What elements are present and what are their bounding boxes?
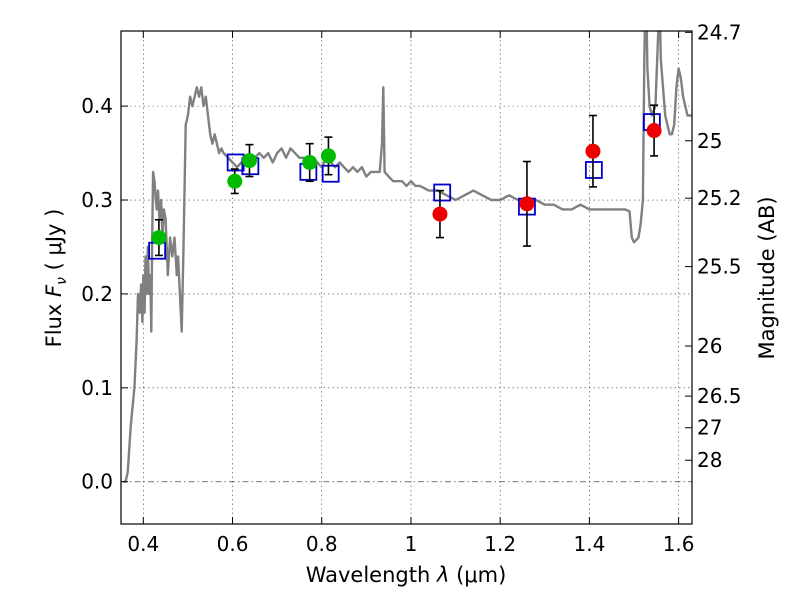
x-axis-label: Wavelength λ (μm) [306, 563, 507, 587]
optical-point [241, 153, 257, 169]
plot-frame [120, 30, 693, 525]
y-tick-label: 0.0 [81, 470, 113, 494]
magnitude-tick-label: 27 [697, 416, 722, 440]
template-sed [123, 31, 692, 483]
y2-axis-label: Magnitude (AB) [755, 196, 779, 359]
magnitude-tick-label: 26.5 [697, 384, 742, 408]
y-tick-label: 0.3 [81, 188, 113, 212]
magnitude-tick-label: 24.7 [697, 20, 742, 44]
model-point [321, 164, 340, 183]
y-tick-label: 0.4 [81, 94, 113, 118]
x-tick-label: 1 [405, 532, 418, 556]
model-point [584, 161, 603, 179]
nir-point [646, 123, 662, 139]
sed-line [123, 31, 692, 483]
x-tick-label: 1.4 [573, 532, 605, 556]
x-tick-label: 0.8 [306, 532, 338, 556]
optical-point [302, 154, 318, 170]
y-axis-label: Flux Fν ( μJy ) [42, 209, 70, 348]
magnitude-tick-label: 26 [697, 334, 722, 358]
y-tick-label: 0.2 [81, 282, 113, 306]
x-tick-label: 0.6 [217, 532, 249, 556]
x-tick-label: 1.6 [663, 532, 695, 556]
magnitude-axis-ticks: 24.7 25 25.2 25.5 26 26.5 27 28 [685, 20, 742, 472]
optical-point [320, 148, 336, 164]
magnitude-tick-label: 28 [697, 448, 722, 472]
grid [121, 31, 692, 524]
y-axis-ticks: 0.0 0.1 0.2 0.3 0.4 [81, 94, 128, 494]
nir-point [519, 196, 535, 212]
optical-point [151, 230, 167, 246]
optical-photometry [151, 136, 336, 257]
x-tick-label: 1.2 [484, 532, 516, 556]
magnitude-tick-label: 25.5 [697, 255, 742, 279]
model-photometry [148, 113, 661, 260]
near-ir-photometry [432, 104, 662, 247]
model-point [433, 183, 452, 202]
nir-point [432, 206, 448, 222]
nir-point [585, 143, 601, 159]
y-tick-label: 0.1 [81, 376, 113, 400]
x-tick-label: 0.4 [127, 532, 159, 556]
magnitude-tick-label: 25 [697, 129, 722, 153]
magnitude-tick-label: 25.2 [697, 186, 742, 210]
optical-point [227, 173, 243, 189]
x-axis-ticks: 0.4 0.6 0.8 1 1.2 1.4 1.6 [127, 31, 695, 556]
